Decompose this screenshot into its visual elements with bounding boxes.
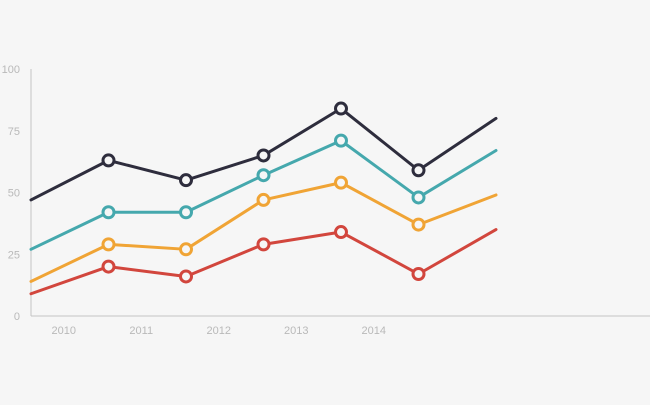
data-point bbox=[334, 175, 348, 190]
data-point bbox=[334, 101, 348, 116]
y-tick-label: 100 bbox=[2, 64, 20, 76]
x-tick-label: 2014 bbox=[362, 325, 386, 337]
data-point bbox=[179, 242, 193, 257]
x-tick-label: 2011 bbox=[129, 325, 153, 337]
data-point bbox=[411, 190, 426, 205]
data-point bbox=[334, 225, 348, 240]
data-point bbox=[411, 267, 426, 282]
data-point bbox=[256, 168, 271, 183]
data-point bbox=[179, 269, 193, 284]
y-tick-label: 0 bbox=[14, 311, 20, 323]
y-tick-label: 50 bbox=[8, 188, 20, 200]
data-point bbox=[334, 133, 348, 148]
y-tick-label: 75 bbox=[8, 126, 20, 138]
data-point bbox=[256, 148, 271, 163]
x-tick-label: 2010 bbox=[52, 325, 76, 337]
data-point bbox=[179, 173, 193, 188]
data-point bbox=[256, 192, 271, 207]
data-point bbox=[101, 237, 116, 252]
data-point bbox=[256, 237, 271, 252]
data-point bbox=[179, 205, 193, 220]
y-tick-label: 25 bbox=[8, 249, 20, 261]
axes: 0 25 50 75 100 2010 2011 2012 2013 2014 bbox=[2, 64, 650, 337]
x-tick-label: 2012 bbox=[207, 325, 231, 337]
data-point bbox=[411, 163, 426, 178]
data-point bbox=[101, 153, 116, 168]
x-tick-label: 2013 bbox=[284, 325, 308, 337]
data-point bbox=[411, 217, 426, 232]
marker-layer bbox=[101, 101, 426, 284]
data-point bbox=[101, 259, 116, 274]
data-point bbox=[101, 205, 116, 220]
